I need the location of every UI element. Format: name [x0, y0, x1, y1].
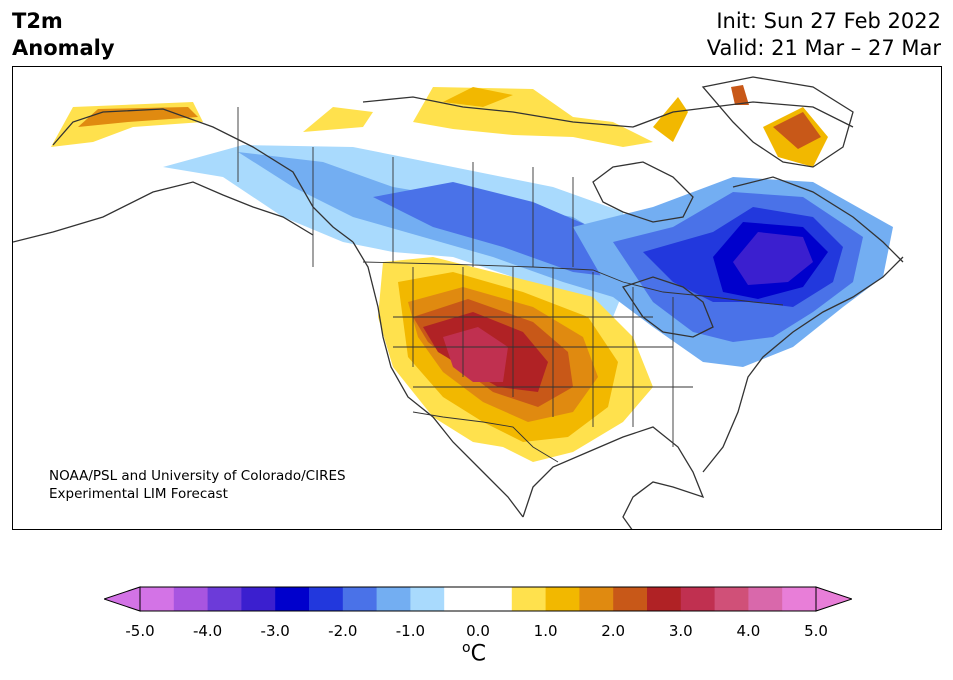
arctic-coast: [362, 96, 854, 128]
great-lakes: [621, 276, 714, 338]
credit-line-1: NOAA/PSL and University of Colorado/CIRE…: [49, 468, 346, 484]
colorbar-under-arrow: [104, 586, 141, 612]
greenland-coast: [701, 76, 854, 168]
colorbar-cell: [714, 587, 749, 611]
yukon-warm-patch: [303, 107, 373, 132]
colorbar-cell: [478, 587, 513, 611]
colorbar-cell: [647, 587, 682, 611]
east-cold-center: [733, 232, 813, 285]
hudson-bay: [592, 161, 694, 223]
colorbar-tick-label: -5.0: [125, 622, 155, 640]
title-line-2: Anomaly: [12, 36, 115, 60]
colorbar-cell: [376, 587, 411, 611]
alaska-coast: [52, 108, 354, 243]
colorbar-cell: [444, 587, 479, 611]
canada-province-lines: [312, 147, 574, 267]
colorbar-tick-label: 4.0: [736, 622, 761, 640]
colorbar-over-arrow: [815, 586, 852, 612]
colorbar-cell: [173, 587, 209, 611]
colorbar-cell: [275, 587, 310, 611]
colorbar-cell: [309, 587, 344, 611]
units-base: C: [470, 641, 486, 667]
sw-warm-peak: [443, 327, 508, 382]
colorbar-cell: [342, 587, 378, 611]
colorbar: [104, 586, 852, 612]
us-mexico-border: [412, 411, 559, 463]
aleutian-coast: [13, 181, 314, 243]
anomaly-shading: [51, 85, 893, 462]
arctic-warm-dot: [731, 85, 749, 105]
credit-text: NOAA/PSL and University of Colorado/CIRE…: [49, 467, 346, 503]
colorbar-tick-label: 5.0: [804, 622, 828, 640]
colorbar-units: oC: [462, 640, 486, 666]
us-state-lines: [393, 267, 693, 447]
forecast-dates: Init: Sun 27 Feb 2022 Valid: 21 Mar – 27…: [707, 8, 941, 62]
coastlines: [13, 76, 904, 529]
colorbar-cell: [782, 587, 817, 611]
valid-date: Valid: 21 Mar – 27 Mar: [706, 36, 941, 60]
title-line-1: T2m: [12, 9, 63, 33]
greenland-warm-core: [773, 112, 821, 149]
labrador-coast: [732, 176, 904, 263]
map-panel[interactable]: NOAA/PSL and University of Colorado/CIRE…: [12, 66, 942, 530]
arctic-warm-band: [413, 87, 653, 147]
init-date: Init: Sun 27 Feb 2022: [716, 9, 941, 33]
gulf-coast: [522, 426, 705, 529]
colorbar-cell: [748, 587, 783, 611]
pacific-coast: [352, 241, 524, 518]
colorbar-cell: [613, 587, 648, 611]
colorbar-cell: [579, 587, 614, 611]
units-superscript: o: [462, 640, 471, 656]
colorbar-outline: [139, 586, 817, 612]
atlantic-coast: [702, 256, 904, 473]
colorbar-cell: [241, 587, 276, 611]
canada-cool-strong: [373, 182, 613, 277]
colorbar-cell: [680, 587, 716, 611]
colorbar-cell: [140, 587, 175, 611]
arctic-warm-strip: [653, 97, 688, 142]
colorbar-cells: [104, 586, 852, 612]
colorbar-tick-label: 2.0: [601, 622, 626, 640]
arctic-warm-core: [443, 87, 513, 107]
colorbar-tick-label: 1.0: [533, 622, 558, 640]
colorbar-tick-label: -3.0: [260, 622, 290, 640]
anomaly-map: [13, 76, 904, 529]
map-title: T2m Anomaly: [12, 8, 115, 62]
colorbar-tick-label: 3.0: [668, 622, 693, 640]
colorbar-cell: [207, 587, 242, 611]
colorbar-tick-label: -1.0: [395, 622, 426, 640]
colorbar-tick-label: -4.0: [192, 622, 223, 640]
colorbar-cell: [511, 587, 547, 611]
canada-cool-band: [163, 145, 633, 317]
colorbar-cell: [545, 587, 580, 611]
colorbar-tick-label: 0.0: [466, 622, 490, 640]
political-borders: [237, 107, 784, 463]
credit-line-2: Experimental LIM Forecast: [49, 486, 228, 502]
colorbar-tick-label: -2.0: [328, 622, 358, 640]
colorbar-cell: [410, 587, 445, 611]
